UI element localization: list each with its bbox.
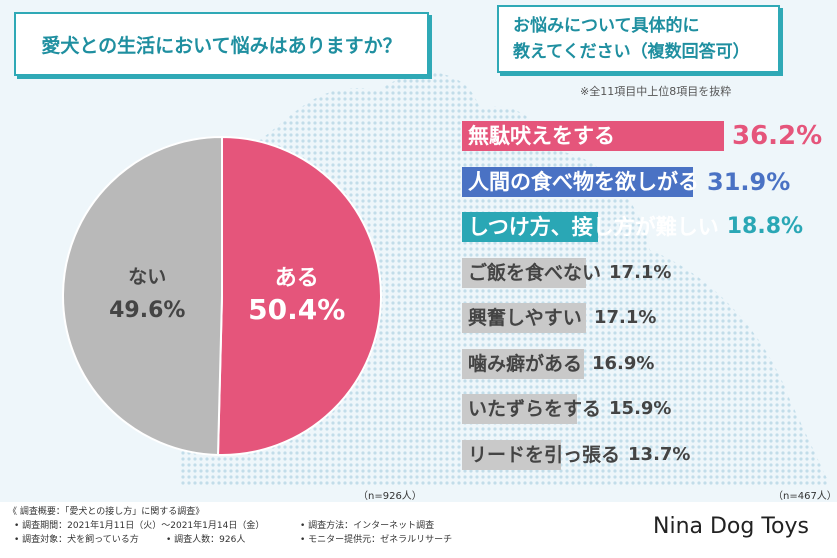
bar-label-8: リードを引っ張る: [468, 443, 621, 466]
bar-4: [462, 257, 586, 288]
question1-text: 愛犬との生活において悩みはありますか？: [41, 34, 402, 57]
bar-label-1: 無駄吠えをする: [468, 124, 615, 148]
bar-value-4: 17.1%: [609, 261, 672, 283]
question1-box: 愛犬との生活において悩みはありますか？: [14, 12, 429, 76]
bar-6: [462, 348, 584, 379]
bar-value-3: 18.8%: [726, 214, 804, 239]
pie-slice-aru: [216, 135, 382, 456]
bar-value-2: 31.9%: [707, 167, 791, 196]
bar-label-7: いたずらをする: [468, 398, 602, 420]
bar-label-4: ご飯を食べない: [468, 261, 602, 284]
bar-label-2: 人間の食べ物を欲しがる: [468, 169, 699, 194]
bar-value-7: 15.9%: [609, 398, 672, 419]
footer-summary: 《 調査概要：「愛犬との接し方」に関する調査》: [8, 507, 205, 517]
bar-label-3: しつけ方、接し方が難しい: [468, 215, 719, 239]
question2-box: お悩みについて具体的に 教えてください（複数回答可）: [497, 5, 780, 73]
note: ※全11項目中上位8項目を抜粋: [580, 85, 732, 98]
pie-value-nai: 49.6%: [109, 298, 185, 323]
pie-label-aru: ある: [275, 266, 319, 291]
footer-monitor: • モニター提供元：ゼネラルリサーチ: [300, 535, 453, 545]
bar-2: [462, 166, 693, 197]
bar-3: [462, 212, 598, 242]
bar-value-6: 16.9%: [592, 352, 655, 374]
bar-value-1: 36.2%: [732, 121, 823, 151]
pie-slice-nai: [62, 135, 223, 456]
footer-target: • 調査対象：犬を飼っている方: [14, 535, 139, 545]
bar-8: [462, 439, 561, 470]
pie-n-label: （n=926人）: [358, 491, 422, 502]
pie-label-nai: ない: [128, 266, 166, 288]
bar-value-8: 13.7%: [628, 443, 691, 465]
bar-5: [462, 303, 586, 333]
footer-count: • 調査人数：926人: [166, 535, 246, 545]
bar-1: [462, 121, 724, 151]
pie-value-aru: 50.4%: [248, 293, 345, 326]
footer-period: • 調査期間：2021年1月11日（火）〜2021年1月14日（金）: [14, 521, 265, 531]
bar-7: [462, 394, 577, 424]
footer: 《 調査概要：「愛犬との接し方」に関する調査》 • 調査期間：2021年1月11…: [0, 502, 837, 558]
bar-n-label: （n=467人）: [773, 491, 837, 502]
question2-line2: 教えてください（複数回答可）: [513, 42, 750, 62]
question2-line1: お悩みについて具体的に: [513, 16, 700, 36]
bar-label-5: 興奮しやすい: [468, 307, 582, 329]
footer-method: • 調査方法：インターネット調査: [300, 521, 435, 531]
brand-logo: Nina Dog Toys: [653, 514, 809, 539]
bar-value-5: 17.1%: [594, 307, 657, 328]
bar-label-6: 噛み癖がある: [468, 352, 583, 375]
